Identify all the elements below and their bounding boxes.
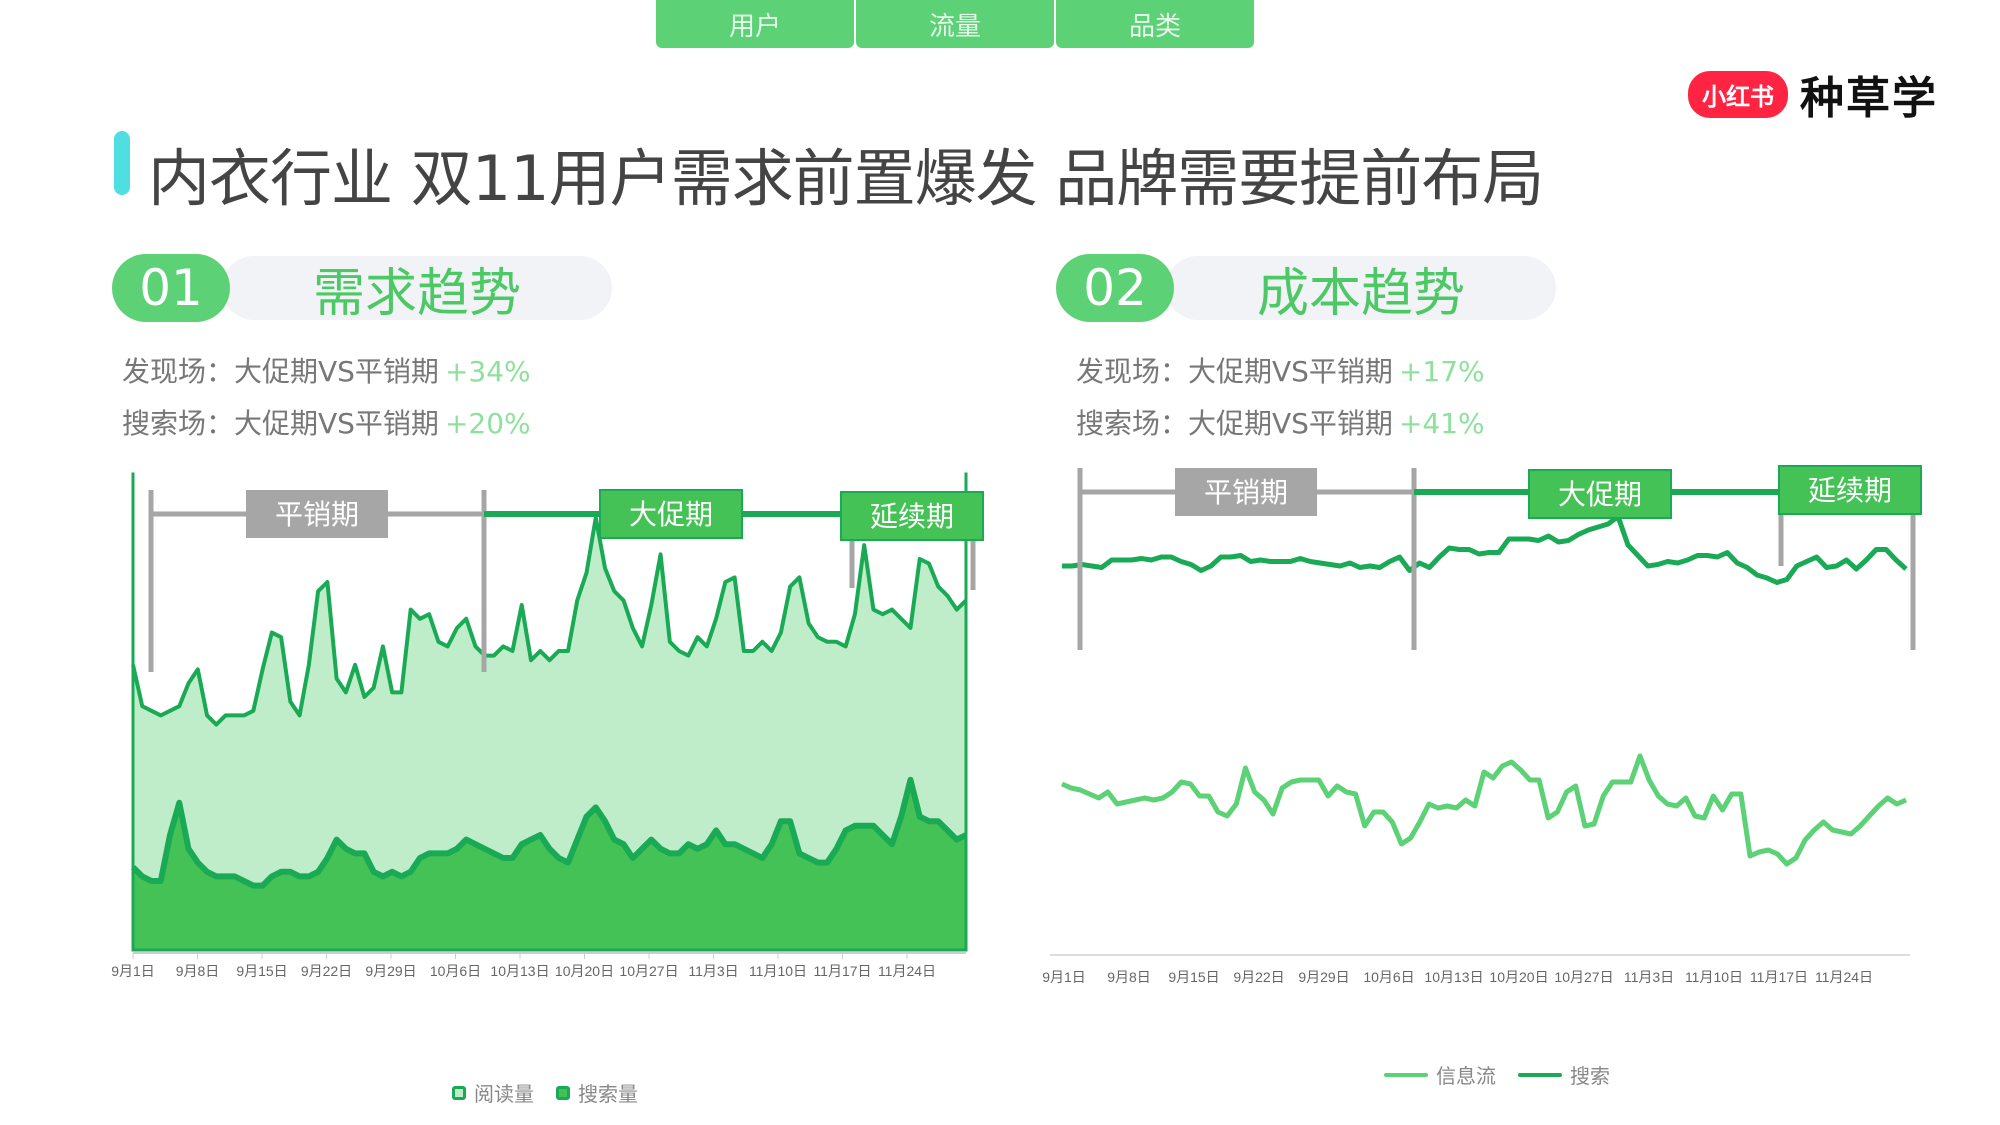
tab-users[interactable]: 用户 (656, 0, 854, 48)
x-tick-label: 10月13日 (490, 963, 549, 979)
x-tick-label: 9月15日 (1168, 969, 1219, 985)
period-label: 大促期 (1558, 478, 1642, 511)
tab-traffic[interactable]: 流量 (856, 0, 1054, 48)
x-tick-label: 10月27日 (619, 963, 678, 979)
legend-label: 搜索量 (578, 1082, 638, 1106)
section-header-demand: 01 需求趋势 (112, 254, 612, 324)
period-label-box (1778, 465, 1922, 515)
stat-line: 发现场：大促期VS平销期 +34% (122, 350, 531, 390)
period-label: 平销期 (275, 498, 359, 531)
stat-label: 搜索场：大促期VS平销期 (1076, 407, 1393, 440)
period-label: 大促期 (629, 498, 713, 531)
read-volume-line (131, 515, 968, 727)
page-title: 内衣行业 双11用户需求前置爆发 品牌需要提前布局 (148, 142, 1544, 215)
x-tick-label: 10月6日 (1363, 969, 1414, 985)
stat-pct: +17% (1398, 355, 1485, 388)
period-label-box (1528, 469, 1672, 519)
x-tick-label: 9月29日 (1298, 969, 1349, 985)
section-header-cost: 02 成本趋势 (1056, 254, 1556, 324)
period-label-box (246, 490, 388, 538)
stat-line: 搜索场：大促期VS平销期 +41% (1076, 402, 1485, 442)
period-label-box (840, 491, 984, 541)
brand-logo: 小红书 种草学 (1688, 62, 1938, 126)
x-tick-label: 9月15日 (236, 963, 287, 979)
legend-label: 搜索 (1570, 1064, 1610, 1088)
section-title: 需求趋势 (222, 256, 612, 324)
x-tick-label: 10月6日 (430, 963, 481, 979)
period-label-box (599, 489, 743, 539)
x-tick-label: 10月20日 (1489, 969, 1548, 985)
legend-line-feed (1384, 1072, 1428, 1077)
top-tab-bar: 用户 流量 品类 (656, 0, 1254, 48)
period-label: 延续期 (1808, 474, 1892, 507)
feed-cost-line (1061, 753, 1907, 867)
stat-pct: +20% (444, 407, 531, 440)
x-tick-label: 9月29日 (365, 963, 416, 979)
search-volume-line (130, 776, 968, 889)
logo-text: 种草学 (1800, 73, 1938, 124)
x-tick-label: 10月13日 (1424, 969, 1483, 985)
period-label-box (1175, 468, 1317, 516)
x-tick-label: 10月27日 (1554, 969, 1613, 985)
x-tick-label: 11月3日 (688, 963, 738, 979)
section-number: 02 (1056, 254, 1174, 322)
tab-category[interactable]: 品类 (1056, 0, 1254, 48)
title-accent-bar (114, 131, 130, 195)
search-cost-line (1062, 514, 1908, 585)
x-tick-label: 9月22日 (301, 963, 352, 979)
period-label: 延续期 (870, 500, 954, 533)
x-tick-label: 11月10日 (749, 963, 807, 979)
stat-label: 搜索场：大促期VS平销期 (122, 407, 439, 440)
stat-pct: +34% (444, 355, 531, 388)
legend-label: 信息流 (1436, 1064, 1496, 1088)
x-tick-label: 11月10日 (1685, 969, 1743, 985)
x-tick-label: 9月1日 (1042, 969, 1086, 985)
x-tick-label: 11月17日 (813, 963, 871, 979)
stat-label: 发现场：大促期VS平销期 (1076, 355, 1393, 388)
x-tick-label: 9月1日 (111, 963, 155, 979)
legend-swatch-read (452, 1085, 466, 1100)
xiaohongshu-logo-badge: 小红书 (1688, 70, 1788, 118)
x-tick-label: 11月17日 (1750, 969, 1808, 985)
stat-pct: +41% (1398, 407, 1485, 440)
x-tick-label: 11月24日 (1815, 969, 1873, 985)
x-tick-label: 11月24日 (878, 963, 936, 979)
section-number: 01 (112, 254, 230, 322)
section-title: 成本趋势 (1166, 256, 1556, 324)
stat-line: 搜索场：大促期VS平销期 +20% (122, 402, 531, 442)
x-tick-label: 9月22日 (1233, 969, 1284, 985)
x-tick-label: 10月20日 (555, 963, 614, 979)
legend-label: 阅读量 (474, 1082, 534, 1106)
search-volume-area (133, 779, 966, 950)
legend-swatch-search (556, 1085, 570, 1100)
legend-line-search (1518, 1072, 1562, 1077)
stat-line: 发现场：大促期VS平销期 +17% (1076, 350, 1485, 390)
chart2-legend: 信息流 搜索 (1384, 1060, 1610, 1089)
x-tick-label: 9月8日 (1107, 969, 1151, 985)
chart1-legend: 阅读量 搜索量 (452, 1078, 638, 1107)
x-tick-label: 11月3日 (1624, 969, 1674, 985)
period-label: 平销期 (1204, 476, 1288, 509)
x-tick-label: 9月8日 (176, 963, 220, 979)
stat-label: 发现场：大促期VS平销期 (122, 355, 439, 388)
